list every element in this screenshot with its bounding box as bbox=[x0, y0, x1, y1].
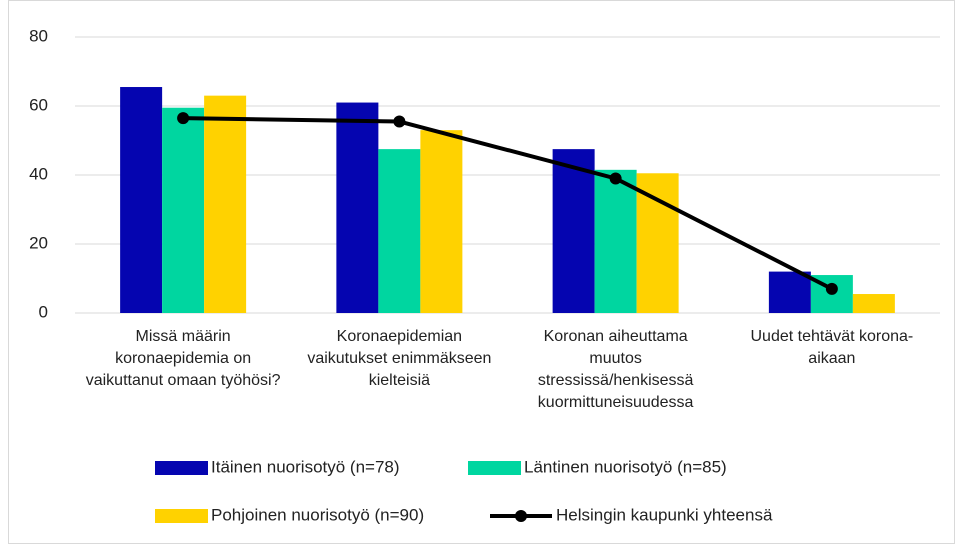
legend-swatch bbox=[468, 461, 521, 475]
legend-swatch bbox=[155, 509, 208, 523]
line-marker bbox=[177, 112, 190, 125]
bar bbox=[594, 169, 637, 313]
bar bbox=[420, 130, 463, 313]
legend-label: Läntinen nuorisotyö (n=85) bbox=[524, 457, 727, 476]
x-tick-label: Koronaepidemian vaikutukset enimmäkseen … bbox=[307, 328, 492, 389]
y-tick-label: 20 bbox=[29, 233, 48, 252]
line-marker bbox=[393, 115, 406, 128]
bar bbox=[768, 271, 811, 313]
x-tick-label: Koronan aiheuttama muutos stressissä/hen… bbox=[537, 328, 694, 411]
bar bbox=[336, 102, 379, 313]
bar bbox=[162, 107, 205, 313]
x-tick-label: Uudet tehtävät korona-aikaan bbox=[750, 328, 914, 367]
legend-label: Pohjoinen nuorisotyö (n=90) bbox=[211, 505, 424, 524]
frame bbox=[8, 0, 955, 544]
y-tick-label: 40 bbox=[29, 164, 48, 183]
bar bbox=[852, 294, 895, 313]
bar bbox=[120, 87, 163, 314]
bar bbox=[552, 149, 595, 313]
y-tick-label: 0 bbox=[39, 302, 48, 321]
line-marker bbox=[609, 172, 622, 185]
y-tick-label: 80 bbox=[29, 26, 48, 45]
bar bbox=[378, 149, 421, 313]
y-tick-label: 60 bbox=[29, 95, 48, 114]
legend-label: Itäinen nuorisotyö (n=78) bbox=[211, 457, 400, 476]
x-tick-label: Missä määrin koronaepidemia on vaikuttan… bbox=[85, 328, 281, 389]
line bbox=[183, 116, 833, 291]
bar bbox=[636, 173, 679, 313]
bar bbox=[204, 95, 247, 314]
legend-label: Helsingin kaupunki yhteensä bbox=[556, 505, 773, 524]
legend-swatch bbox=[155, 461, 208, 475]
legend-marker bbox=[515, 510, 527, 522]
line-marker bbox=[825, 282, 838, 295]
